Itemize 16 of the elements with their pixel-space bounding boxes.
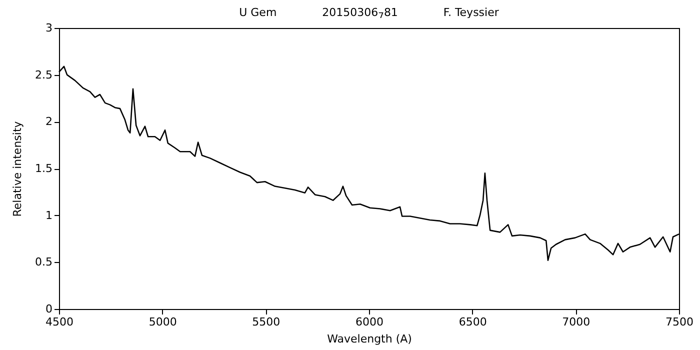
y-tick-label: 2.5 [35, 68, 52, 82]
y-tick-label: 3 [46, 22, 52, 34]
y-axis-title: Relative intensity [11, 120, 24, 217]
y-tick-label: 0 [46, 302, 52, 316]
y-tick-label: 1.5 [35, 162, 52, 175]
x-tick-label: 7500 [666, 316, 694, 328]
x-tick-label: 7000 [562, 316, 590, 328]
y-tick-label: 1 [46, 208, 52, 222]
x-tick-label: 5000 [148, 316, 177, 328]
x-tick-label: 4500 [46, 316, 74, 328]
y-tick-label: 2 [46, 115, 52, 128]
x-tick-label: 5500 [252, 316, 280, 328]
x-tick-label: 6000 [356, 316, 384, 328]
x-tick-label: 6500 [458, 316, 487, 328]
y-tick-label: 0.5 [35, 256, 52, 269]
x-axis-title: Wavelength (A) [327, 332, 412, 346]
